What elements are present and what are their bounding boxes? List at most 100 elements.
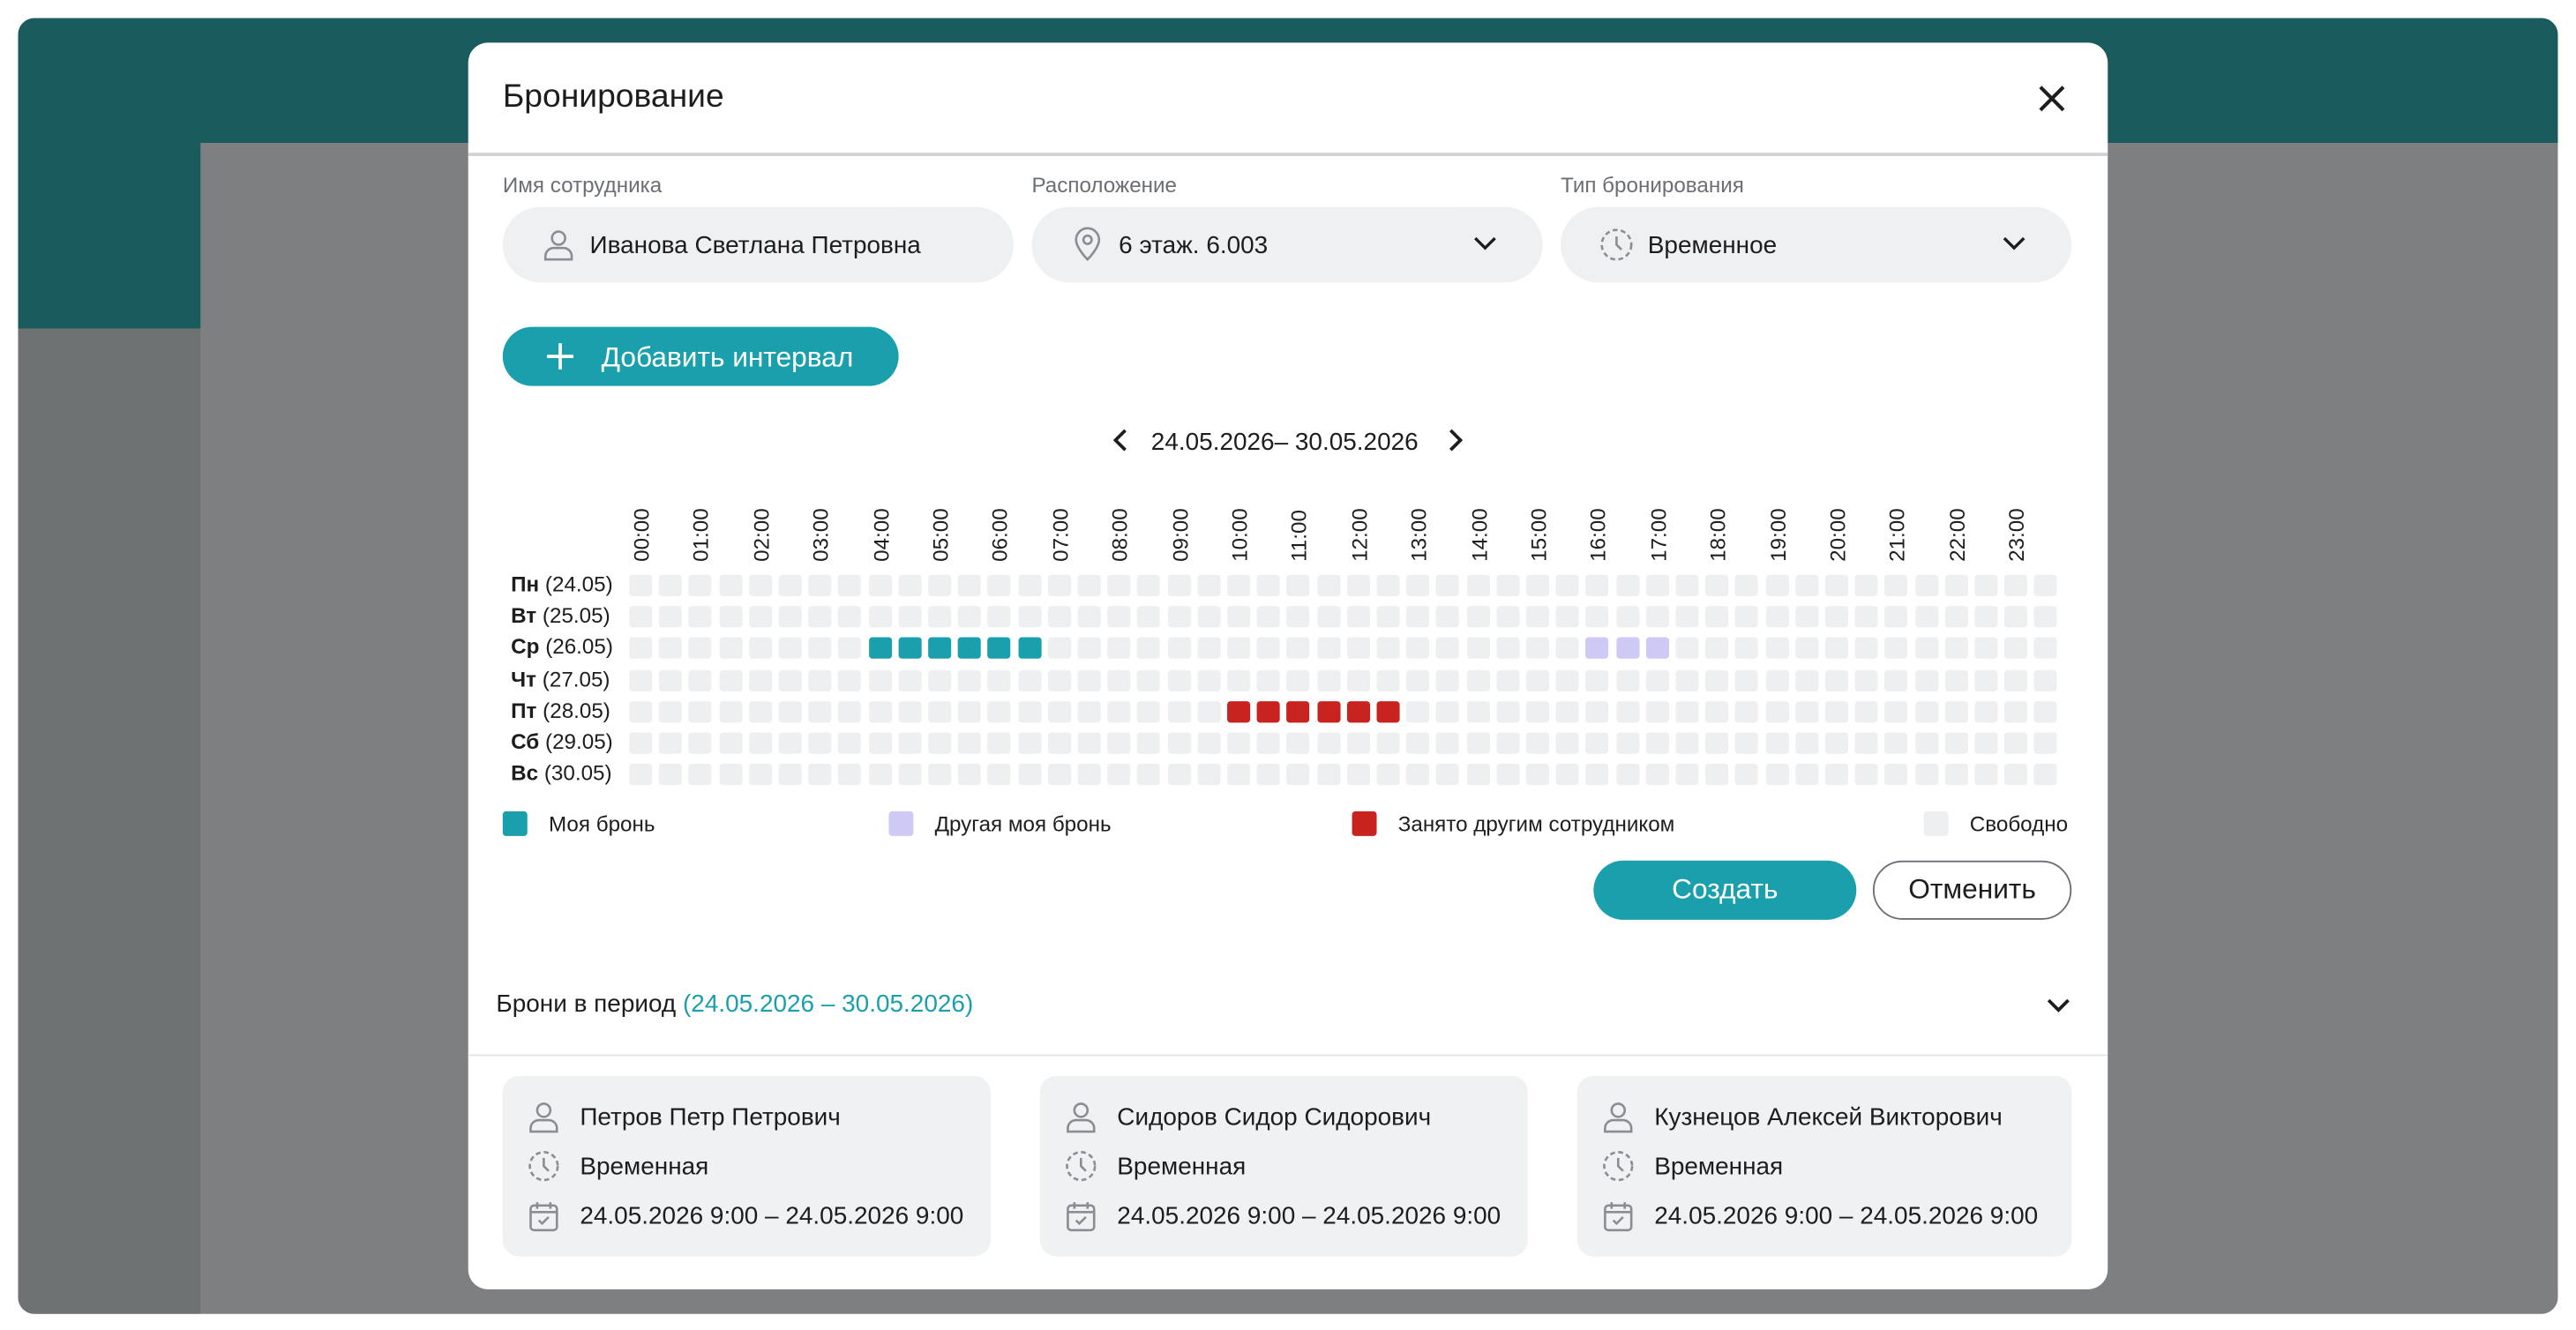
time-slot[interactable]: [1615, 638, 1639, 660]
time-slot[interactable]: [1107, 669, 1131, 691]
time-slot[interactable]: [1884, 700, 1908, 722]
time-slot[interactable]: [1974, 764, 1998, 786]
time-slot[interactable]: [1914, 764, 1938, 786]
time-slot[interactable]: [1914, 700, 1938, 722]
time-slot[interactable]: [1735, 700, 1759, 722]
time-slot[interactable]: [1914, 669, 1938, 691]
time-slot[interactable]: [1316, 764, 1340, 786]
time-slot[interactable]: [1346, 764, 1370, 786]
time-slot[interactable]: [1884, 669, 1908, 691]
time-slot[interactable]: [958, 764, 982, 786]
time-slot[interactable]: [1466, 606, 1490, 628]
time-slot[interactable]: [1286, 574, 1310, 596]
time-slot[interactable]: [778, 732, 802, 754]
time-slot[interactable]: [1555, 606, 1579, 628]
type-field[interactable]: Временное: [1561, 206, 2072, 283]
time-slot[interactable]: [2004, 700, 2028, 722]
time-slot[interactable]: [748, 700, 772, 722]
time-slot[interactable]: [868, 606, 892, 628]
bookings-header[interactable]: Брони в период (24.05.2026 – 30.05.2026): [496, 990, 973, 1019]
time-slot[interactable]: [778, 638, 802, 660]
time-slot[interactable]: [808, 732, 832, 754]
time-slot[interactable]: [898, 669, 922, 691]
time-slot[interactable]: [1346, 732, 1370, 754]
time-slot[interactable]: [1077, 669, 1101, 691]
time-slot[interactable]: [1525, 638, 1550, 660]
time-slot[interactable]: [1466, 700, 1490, 722]
time-slot[interactable]: [1944, 574, 1968, 596]
time-slot[interactable]: [688, 764, 713, 786]
time-slot[interactable]: [1017, 764, 1041, 786]
time-slot[interactable]: [629, 732, 653, 754]
time-slot[interactable]: [1765, 638, 1789, 660]
time-slot[interactable]: [1256, 606, 1281, 628]
time-slot[interactable]: [748, 638, 772, 660]
time-slot[interactable]: [1914, 638, 1938, 660]
time-slot[interactable]: [1675, 574, 1699, 596]
time-slot[interactable]: [1974, 669, 1998, 691]
time-slot[interactable]: [987, 700, 1011, 722]
time-slot[interactable]: [1944, 732, 1968, 754]
time-slot[interactable]: [1824, 669, 1848, 691]
time-slot[interactable]: [1854, 606, 1878, 628]
time-slot[interactable]: [1585, 638, 1609, 660]
time-slot[interactable]: [1585, 574, 1609, 596]
time-slot[interactable]: [1884, 764, 1908, 786]
time-slot[interactable]: [2004, 764, 2028, 786]
time-slot[interactable]: [958, 638, 982, 660]
time-slot[interactable]: [1884, 638, 1908, 660]
time-slot[interactable]: [1525, 669, 1550, 691]
time-slot[interactable]: [1047, 574, 1071, 596]
time-slot[interactable]: [987, 638, 1011, 660]
time-slot[interactable]: [1884, 574, 1908, 596]
time-slot[interactable]: [1914, 574, 1938, 596]
time-slot[interactable]: [958, 732, 982, 754]
time-slot[interactable]: [1735, 764, 1759, 786]
time-slot[interactable]: [1555, 574, 1579, 596]
time-slot[interactable]: [928, 732, 952, 754]
time-slot[interactable]: [659, 732, 683, 754]
time-slot[interactable]: [1017, 574, 1041, 596]
time-slot[interactable]: [928, 606, 952, 628]
time-slot[interactable]: [838, 700, 862, 722]
time-slot[interactable]: [1286, 669, 1310, 691]
time-slot[interactable]: [1197, 638, 1221, 660]
time-slot[interactable]: [1346, 638, 1370, 660]
time-slot[interactable]: [659, 764, 683, 786]
time-slot[interactable]: [629, 764, 653, 786]
time-slot[interactable]: [1197, 764, 1221, 786]
time-slot[interactable]: [987, 606, 1011, 628]
time-slot[interactable]: [1137, 764, 1161, 786]
time-slot[interactable]: [1107, 638, 1131, 660]
time-slot[interactable]: [1645, 700, 1669, 722]
time-slot[interactable]: [1585, 764, 1609, 786]
time-slot[interactable]: [1555, 700, 1579, 722]
time-slot[interactable]: [1795, 669, 1819, 691]
time-slot[interactable]: [1705, 638, 1729, 660]
time-slot[interactable]: [1824, 764, 1848, 786]
time-slot[interactable]: [1316, 606, 1340, 628]
time-slot[interactable]: [1854, 574, 1878, 596]
time-slot[interactable]: [1107, 732, 1131, 754]
time-slot[interactable]: [868, 574, 892, 596]
add-interval-button[interactable]: Добавить интервал: [502, 326, 899, 386]
time-slot[interactable]: [1017, 606, 1041, 628]
time-slot[interactable]: [1555, 638, 1579, 660]
time-slot[interactable]: [1137, 700, 1161, 722]
time-slot[interactable]: [1256, 732, 1281, 754]
time-slot[interactable]: [1227, 732, 1251, 754]
time-slot[interactable]: [1555, 764, 1579, 786]
collapse-chevron[interactable]: [2047, 997, 2070, 1013]
time-slot[interactable]: [1525, 732, 1550, 754]
time-slot[interactable]: [1167, 764, 1191, 786]
time-slot[interactable]: [1615, 574, 1639, 596]
time-slot[interactable]: [1705, 700, 1729, 722]
time-slot[interactable]: [1137, 574, 1161, 596]
time-slot[interactable]: [688, 638, 713, 660]
time-slot[interactable]: [1854, 669, 1878, 691]
time-slot[interactable]: [748, 669, 772, 691]
time-slot[interactable]: [718, 764, 742, 786]
time-slot[interactable]: [1376, 700, 1400, 722]
time-slot[interactable]: [1944, 764, 1968, 786]
time-slot[interactable]: [1227, 638, 1251, 660]
